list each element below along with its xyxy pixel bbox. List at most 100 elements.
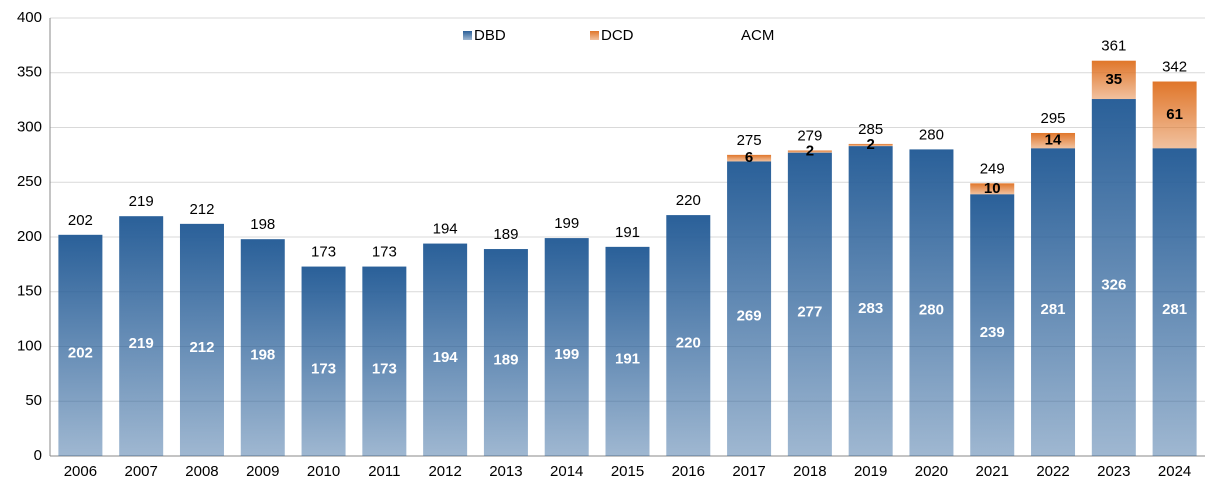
x-tick-label: 2018 (793, 463, 826, 480)
data-label: 280 (919, 302, 944, 319)
data-label: 198 (250, 347, 275, 364)
data-label: 35 (1105, 71, 1122, 88)
data-label: 220 (676, 335, 701, 352)
bar-segment (605, 246, 650, 456)
data-label: 191 (615, 350, 640, 367)
total-label: 189 (493, 226, 518, 243)
data-label: 2 (866, 136, 874, 153)
x-tick-label: 2015 (611, 463, 644, 480)
bar-segment (240, 239, 285, 456)
bar-segment (362, 266, 407, 456)
x-tick-label: 2014 (550, 463, 583, 480)
y-tick-label: 300 (17, 118, 42, 135)
y-tick-label: 150 (17, 283, 42, 300)
bar-segment (848, 143, 893, 147)
bar-segment (727, 161, 772, 456)
bar-segment (58, 234, 103, 456)
bar-segment (666, 215, 711, 456)
bar-segment (787, 152, 832, 456)
total-label: 199 (554, 215, 579, 232)
data-label: 326 (1101, 276, 1126, 293)
x-tick-label: 2012 (428, 463, 461, 480)
bar-segment (423, 243, 468, 456)
x-tick-label: 2009 (246, 463, 279, 480)
y-tick-label: 100 (17, 337, 42, 354)
bar-segment (1152, 81, 1197, 149)
y-tick-label: 50 (25, 392, 42, 409)
y-tick-label: 250 (17, 173, 42, 190)
bar-segment (970, 194, 1015, 457)
y-tick-label: 0 (34, 447, 42, 464)
legend-label: ACM (741, 27, 774, 44)
bar-segment (787, 150, 832, 153)
bar-segment (727, 154, 772, 162)
bar-segment (544, 238, 589, 456)
total-label: 173 (311, 244, 336, 261)
total-label: 194 (433, 221, 458, 238)
total-label: 361 (1101, 38, 1126, 55)
bar-segment (909, 149, 954, 456)
data-label: 281 (1162, 301, 1187, 318)
x-tick-label: 2020 (915, 463, 948, 480)
total-label: 342 (1162, 58, 1187, 75)
x-tick-label: 2016 (672, 463, 705, 480)
x-tick-label: 2006 (64, 463, 97, 480)
x-tick-label: 2017 (732, 463, 765, 480)
x-tick-label: 2008 (185, 463, 218, 480)
data-label: 173 (372, 360, 397, 377)
data-label: 61 (1166, 106, 1183, 123)
x-tick-label: 2021 (976, 463, 1009, 480)
data-label: 219 (129, 335, 154, 352)
x-tick-label: 2013 (489, 463, 522, 480)
data-label: 281 (1041, 301, 1066, 318)
legend-label: DBD (474, 27, 506, 44)
data-label: 194 (433, 349, 459, 366)
bar-segment (483, 249, 528, 456)
x-tick-label: 2007 (124, 463, 157, 480)
total-label: 198 (250, 216, 275, 233)
legend-swatch (590, 31, 599, 40)
data-label: 2 (806, 143, 814, 160)
bar-segment (179, 223, 224, 456)
total-label: 275 (737, 132, 762, 149)
bar-segment (1091, 60, 1136, 100)
data-label: 14 (1045, 132, 1062, 149)
data-label: 239 (980, 324, 1005, 341)
x-tick-label: 2023 (1097, 463, 1130, 480)
data-label: 6 (745, 149, 753, 166)
y-tick-label: 200 (17, 228, 42, 245)
legend-label: DCD (601, 27, 634, 44)
total-label: 249 (980, 160, 1005, 177)
bar-segment (1031, 132, 1076, 149)
bar-segment (1152, 148, 1197, 456)
total-label: 219 (129, 193, 154, 210)
bar-segment (1091, 99, 1136, 456)
x-tick-label: 2022 (1036, 463, 1069, 480)
data-label: 269 (737, 308, 762, 325)
total-label: 220 (676, 192, 701, 209)
data-label: 10 (984, 180, 1001, 197)
total-label: 202 (68, 212, 93, 229)
data-label: 277 (797, 303, 822, 320)
data-label: 189 (493, 351, 518, 368)
bar-segment (119, 216, 164, 456)
x-tick-label: 2019 (854, 463, 887, 480)
total-label: 212 (189, 201, 214, 218)
total-label: 285 (858, 121, 883, 138)
total-label: 173 (372, 244, 397, 261)
bar-segment (301, 266, 346, 456)
total-label: 295 (1041, 110, 1066, 127)
data-label: 199 (554, 346, 579, 363)
bar-segment (970, 183, 1015, 195)
total-label: 191 (615, 224, 640, 241)
y-tick-label: 350 (17, 64, 42, 81)
total-label: 279 (797, 127, 822, 144)
data-label: 173 (311, 360, 336, 377)
data-label: 202 (68, 344, 93, 361)
x-tick-label: 2024 (1158, 463, 1191, 480)
x-tick-label: 2010 (307, 463, 340, 480)
x-tick-label: 2011 (368, 463, 400, 480)
bar-segment (1031, 148, 1076, 456)
data-label: 212 (189, 339, 214, 356)
